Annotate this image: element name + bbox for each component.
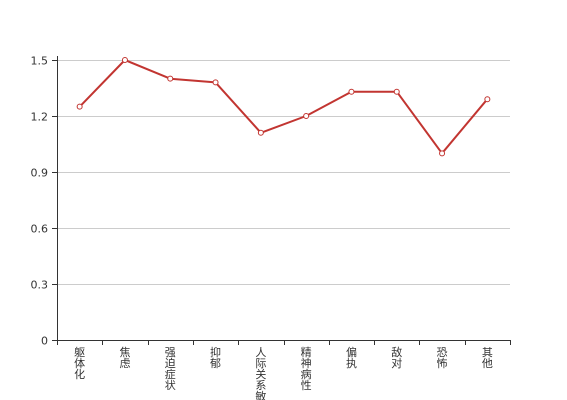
data-point[interactable] [484, 96, 491, 103]
data-point[interactable] [167, 75, 174, 82]
y-tick-label: 0 [41, 335, 48, 348]
data-point[interactable] [348, 88, 355, 95]
x-tick-label: 恐怖 [437, 346, 448, 370]
x-tick-labels: 躯体化 焦虑 强迫症状 抑郁 人际关系敏感 精神病性 偏执 敌对 恐怖 其他 [74, 345, 493, 400]
series-line [78, 59, 489, 155]
series-layer [76, 57, 491, 157]
x-tick-label: 偏执 [346, 345, 357, 370]
data-point[interactable] [76, 103, 83, 110]
data-point[interactable] [212, 79, 219, 86]
x-tick-label: 敌对 [391, 345, 402, 370]
data-point[interactable] [257, 129, 264, 136]
y-tick-label: 1.5 [31, 55, 49, 68]
y-tick-label: 1.2 [31, 111, 49, 124]
y-tick-label: 0.9 [31, 167, 49, 180]
grid-lines [57, 60, 510, 285]
y-tick-label: 0.6 [31, 223, 49, 236]
x-tick-label: 躯体化 [74, 346, 85, 381]
x-tick-label: 精神病性 [301, 346, 312, 392]
y-tick-label: 0.3 [31, 279, 49, 292]
axes [52, 56, 511, 345]
data-point[interactable] [121, 57, 128, 63]
x-tick-label: 抑郁 [210, 345, 221, 370]
x-tick-label: 人际关系敏感 [255, 346, 266, 400]
data-point[interactable] [439, 150, 446, 157]
y-tick-labels: 0 0.3 0.6 0.9 1.2 1.5 [31, 55, 49, 348]
data-point[interactable] [393, 88, 400, 95]
x-tick-label: 焦虑 [119, 346, 130, 370]
x-tick-label: 强迫症状 [165, 346, 176, 392]
data-point[interactable] [303, 113, 310, 119]
x-tick-label: 其他 [482, 346, 493, 370]
